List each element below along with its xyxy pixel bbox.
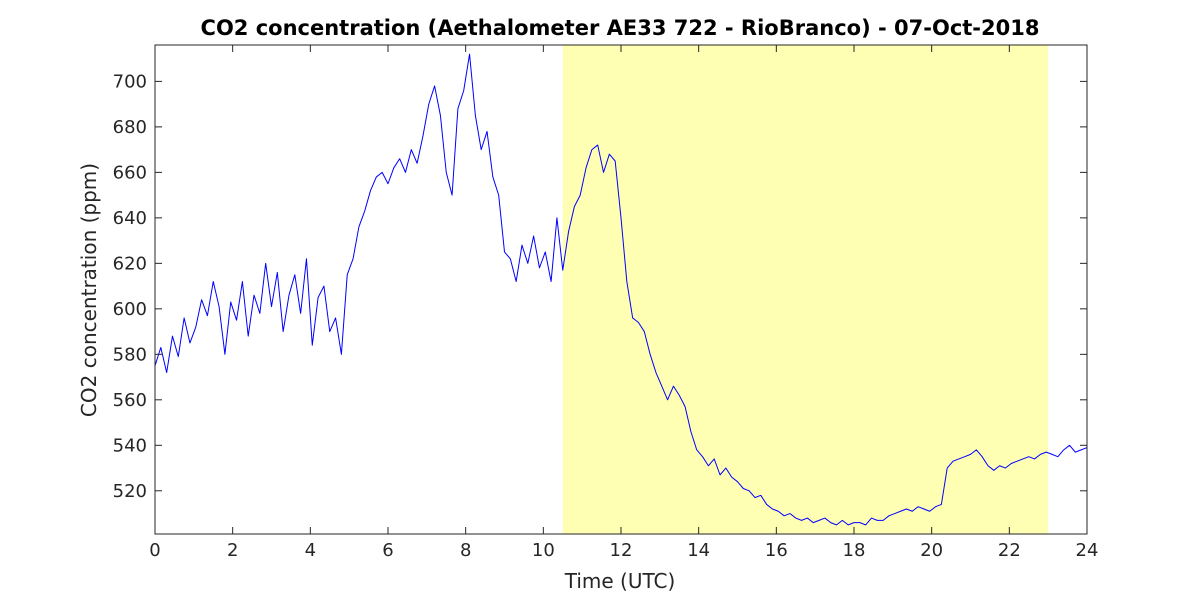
- y-tick-label-520: 520: [113, 481, 147, 502]
- x-tick-label-14: 14: [687, 540, 710, 561]
- plot-area: [154, 44, 1088, 535]
- chart-title: CO2 concentration (Aethalometer AE33 722…: [201, 16, 1040, 40]
- x-tick-label-4: 4: [305, 540, 316, 561]
- y-tick-label-680: 680: [113, 117, 147, 138]
- y-axis-label: CO2 concentration (ppm): [77, 163, 101, 417]
- y-tick-label-580: 580: [113, 344, 147, 365]
- y-tick-label-700: 700: [113, 71, 147, 92]
- y-tick-label-600: 600: [113, 299, 147, 320]
- x-tick-label-0: 0: [149, 540, 160, 561]
- series-line-co2: [154, 53, 1088, 526]
- x-tick-label-24: 24: [1076, 540, 1099, 561]
- y-tick-label-540: 540: [113, 435, 147, 456]
- x-tick-label-2: 2: [227, 540, 238, 561]
- y-tick-label-620: 620: [113, 253, 147, 274]
- y-axis: 520 540 560 580 600 620 640 660 680 700: [113, 71, 1087, 502]
- x-tick-label-10: 10: [532, 540, 555, 561]
- x-tick-label-20: 20: [920, 540, 943, 561]
- x-tick-label-18: 18: [843, 540, 866, 561]
- x-axis-label: Time (UTC): [564, 569, 676, 593]
- x-tick-label-8: 8: [460, 540, 471, 561]
- x-tick-label-6: 6: [382, 540, 393, 561]
- y-tick-label-640: 640: [113, 208, 147, 229]
- highlight-band: [562, 45, 1049, 534]
- x-tick-label-16: 16: [765, 540, 788, 561]
- y-tick-label-660: 660: [113, 162, 147, 183]
- x-tick-label-12: 12: [610, 540, 633, 561]
- y-tick-label-560: 560: [113, 390, 147, 411]
- x-tick-label-22: 22: [998, 540, 1021, 561]
- x-axis: 0 2 4 6 8 10 12 14 16 18 20 22 24: [149, 45, 1098, 561]
